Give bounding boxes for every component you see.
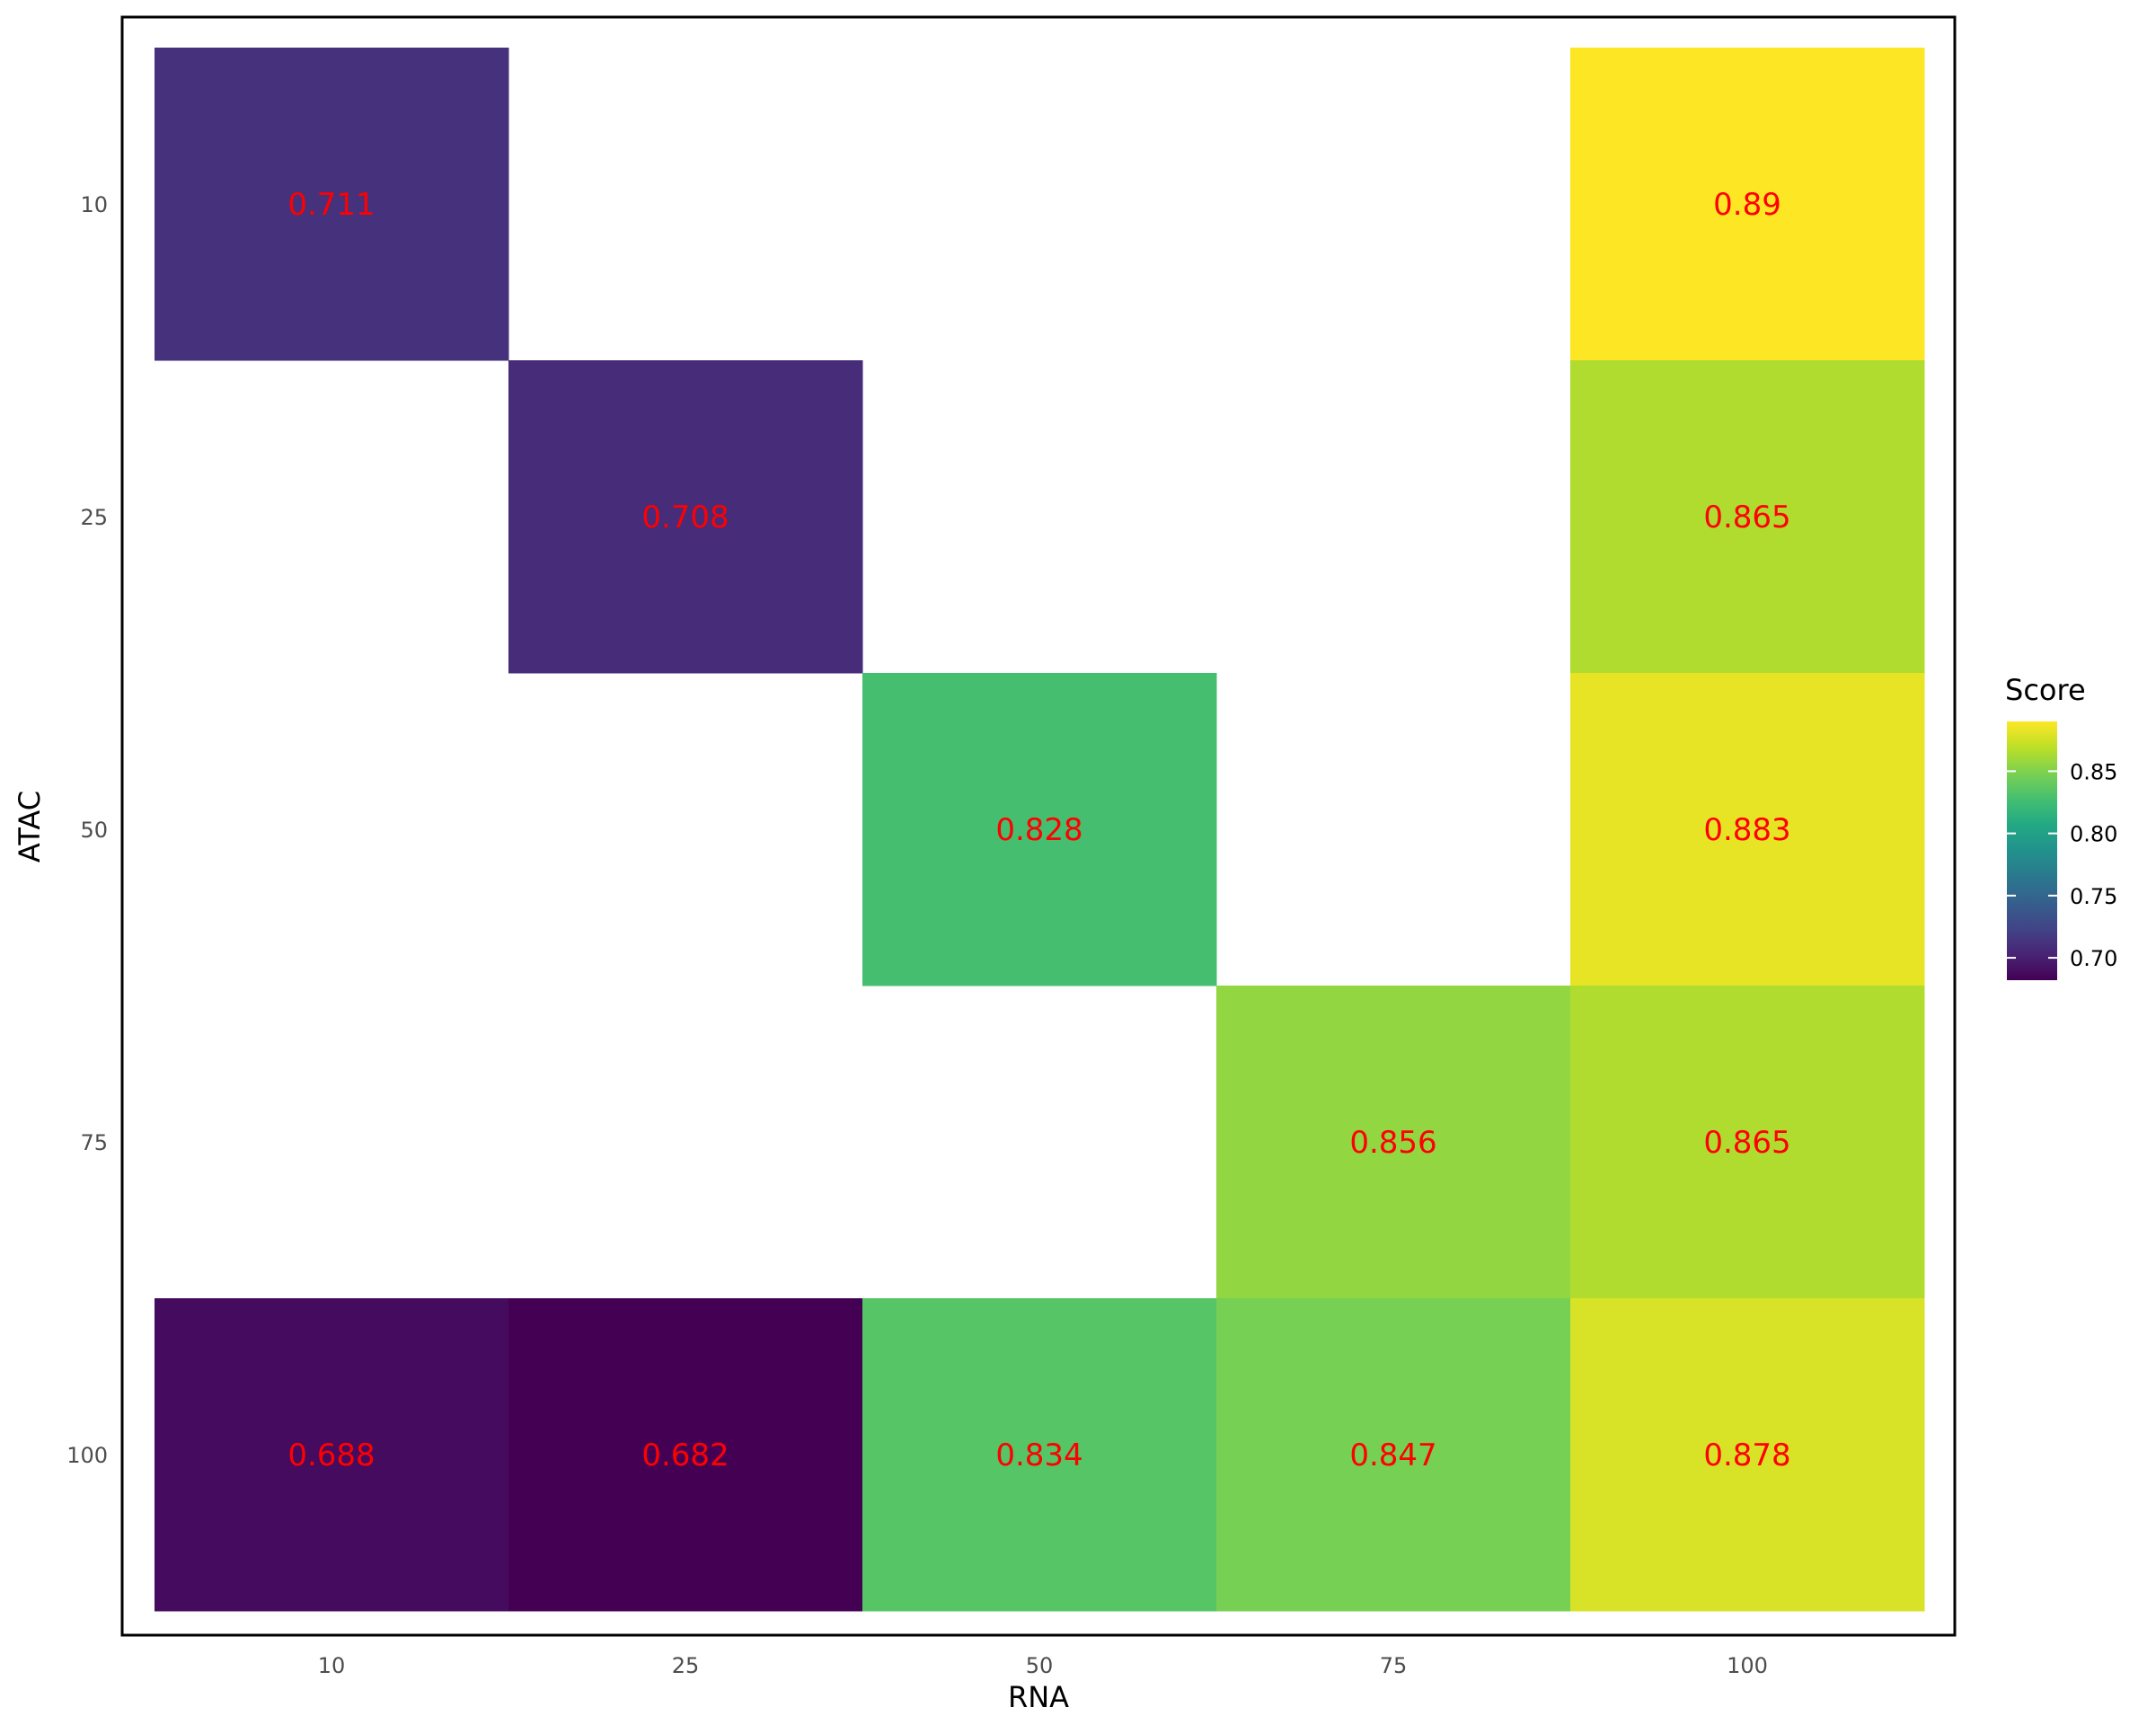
heatmap-cell [1570, 48, 1925, 361]
cell-value-label: 0.878 [1703, 1438, 1790, 1473]
y-axis-title: ATAC [13, 791, 47, 862]
color-legend: Score 0.70 0.75 0.80 0.85 [2005, 673, 2117, 980]
cell-value-label: 0.708 [641, 500, 729, 535]
legend-gradient [2007, 721, 2057, 980]
legend-tick-label: 0.85 [2070, 759, 2117, 784]
heatmap-cell [862, 1298, 1217, 1612]
legend-tick-label: 0.75 [2070, 884, 2117, 909]
x-axis-ticks: 10 25 50 75 100 [318, 1653, 1768, 1678]
heatmap-cell [508, 360, 863, 674]
panel-border [120, 15, 1957, 1637]
heatmap-cell [1216, 1298, 1571, 1612]
heatmap-cell [1570, 986, 1925, 1299]
y-tick-label: 10 [80, 192, 108, 217]
cell-labels: 0.711 0.89 0.708 0.865 0.828 0.883 0.856 0.865 0… [287, 187, 1790, 1473]
heatmap-cell [155, 48, 509, 361]
x-tick-label: 25 [672, 1653, 700, 1678]
heatmap-cell [862, 673, 1217, 986]
cell-value-label: 0.847 [1349, 1438, 1436, 1473]
heatmap-cell [1570, 1298, 1925, 1612]
x-tick-label: 100 [1727, 1653, 1768, 1678]
cell-value-label: 0.711 [287, 187, 375, 223]
cell-value-label: 0.865 [1703, 500, 1790, 535]
cell-value-label: 0.828 [995, 812, 1082, 848]
cell-value-label: 0.89 [1713, 187, 1781, 223]
y-tick-label: 100 [66, 1443, 108, 1468]
cell-value-label: 0.865 [1703, 1125, 1790, 1161]
y-tick-label: 25 [80, 505, 108, 530]
cell-value-label: 0.856 [1349, 1125, 1436, 1161]
cell-value-label: 0.834 [995, 1438, 1082, 1473]
x-tick-label: 50 [1026, 1653, 1054, 1678]
heatmap-cell [1570, 360, 1925, 674]
cell-value-label: 0.883 [1703, 812, 1790, 848]
y-tick-label: 50 [80, 818, 108, 843]
x-tick-label: 10 [318, 1653, 346, 1678]
y-axis-ticks: 10 25 50 75 100 [66, 192, 108, 1468]
legend-colorbar [2007, 721, 2057, 980]
heatmap-cells [155, 48, 1925, 1612]
heatmap-cell [1216, 986, 1571, 1299]
legend-title: Score [2005, 673, 2086, 707]
y-tick-label: 75 [80, 1130, 108, 1155]
x-tick-label: 75 [1380, 1653, 1408, 1678]
x-axis-title: RNA [1008, 1680, 1069, 1714]
cell-value-label: 0.682 [641, 1438, 729, 1473]
cell-value-label: 0.688 [287, 1438, 375, 1473]
heatmap-cell [508, 1298, 863, 1612]
heatmap-cell [155, 1298, 509, 1612]
heatmap-cell [1570, 673, 1925, 986]
legend-ticks: 0.70 0.75 0.80 0.85 [2007, 759, 2117, 971]
legend-tick-label: 0.70 [2070, 946, 2117, 971]
legend-tick-label: 0.80 [2070, 822, 2117, 847]
